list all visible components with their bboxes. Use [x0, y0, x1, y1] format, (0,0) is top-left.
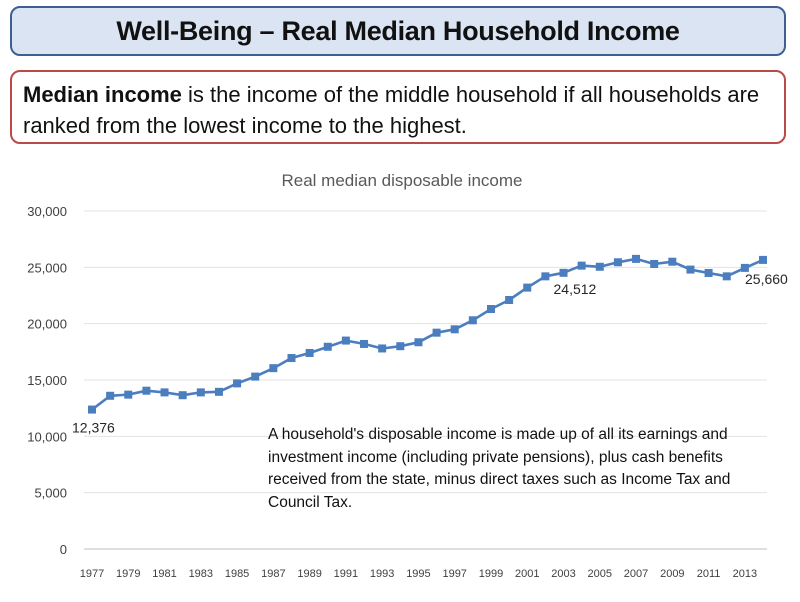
data-point — [305, 348, 314, 357]
y-tick-label: 20,000 — [27, 317, 67, 332]
x-tick-label: 1999 — [479, 568, 503, 580]
data-point — [632, 254, 641, 263]
y-tick-label: 30,000 — [27, 204, 67, 219]
data-point — [287, 354, 296, 363]
data-point — [323, 342, 332, 351]
data-label: 24,512 — [554, 281, 597, 297]
chart-title: Real median disposable income — [282, 171, 523, 190]
x-tick-label: 1987 — [261, 568, 285, 580]
data-point — [686, 265, 695, 274]
data-point — [233, 379, 242, 388]
data-point — [269, 364, 278, 373]
data-point — [414, 338, 423, 347]
data-point — [178, 391, 187, 400]
y-tick-label: 25,000 — [27, 260, 67, 275]
data-point — [704, 268, 713, 277]
x-tick-label: 2003 — [551, 568, 575, 580]
data-point — [740, 263, 749, 272]
x-tick-label: 1983 — [189, 568, 213, 580]
x-tick-label: 1979 — [116, 568, 140, 580]
income-line-chart: Real median disposable income 0 5,000 10,0… — [27, 171, 788, 580]
y-tick-label: 0 — [60, 542, 67, 557]
definition-text: is the income of the middle household if… — [23, 82, 760, 138]
data-point — [378, 344, 387, 353]
page-title: Well-Being – Real Median Household Incom… — [116, 15, 680, 46]
x-tick-label: 1977 — [80, 568, 104, 580]
x-tick-label: 1981 — [152, 568, 176, 580]
x-tick-label: 1991 — [334, 568, 358, 580]
data-point — [341, 336, 350, 345]
data-point — [541, 272, 550, 281]
disposable-income-note: A household's disposable income is made … — [268, 426, 731, 511]
x-tick-label: 2005 — [588, 568, 612, 580]
data-point — [759, 255, 767, 264]
data-point — [432, 328, 441, 337]
x-tick-label: 2009 — [660, 568, 684, 580]
x-tick-label: 1989 — [297, 568, 321, 580]
series-line — [91, 257, 764, 411]
data-point — [595, 262, 604, 271]
data-label: 12,376 — [72, 420, 115, 436]
x-tick-label: 1993 — [370, 568, 394, 580]
x-tick-label: 1995 — [406, 568, 430, 580]
title-banner: Well-Being – Real Median Household Incom… — [10, 6, 786, 56]
x-tick-label: 2007 — [624, 568, 648, 580]
data-point — [196, 388, 205, 397]
data-point — [360, 339, 369, 348]
y-tick-label: 10,000 — [27, 429, 67, 444]
x-tick-label: 2011 — [697, 568, 721, 580]
data-point — [88, 405, 96, 414]
x-tick-label: 1985 — [225, 568, 249, 580]
data-point — [106, 391, 115, 400]
y-tick-label: 5,000 — [34, 486, 67, 501]
data-point — [142, 386, 151, 395]
y-tick-label: 15,000 — [27, 373, 67, 388]
definition-term: Median income — [23, 82, 182, 107]
data-point — [450, 325, 459, 334]
data-point — [722, 272, 731, 281]
data-point — [486, 305, 495, 314]
definition-box: Median income is the income of the middl… — [10, 70, 786, 144]
data-point — [559, 268, 568, 277]
data-label: 25,660 — [745, 271, 788, 287]
data-point — [124, 390, 133, 399]
data-point — [650, 259, 659, 268]
data-point — [468, 316, 477, 325]
data-point — [396, 342, 405, 351]
data-point — [523, 283, 532, 292]
x-tick-label: 2013 — [733, 568, 757, 580]
data-point — [613, 258, 622, 267]
data-point — [160, 388, 169, 397]
x-tick-label: 1997 — [442, 568, 466, 580]
data-point — [251, 372, 260, 381]
data-point — [214, 387, 223, 396]
data-point — [668, 257, 677, 266]
data-point — [577, 261, 586, 270]
x-tick-label: 2001 — [515, 568, 539, 580]
data-point — [505, 296, 514, 305]
